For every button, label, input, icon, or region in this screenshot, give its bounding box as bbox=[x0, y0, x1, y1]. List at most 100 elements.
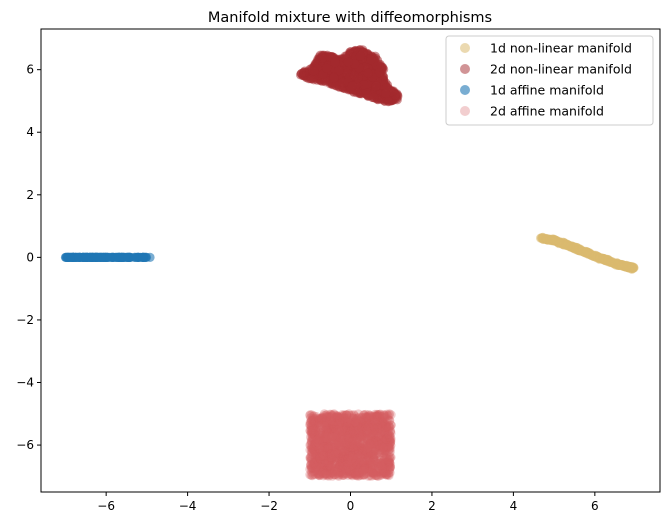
scatter-point bbox=[325, 450, 335, 461]
scatter-point bbox=[386, 436, 396, 446]
scatter-point bbox=[366, 446, 376, 456]
scatter-point bbox=[362, 460, 372, 470]
scatter-point bbox=[332, 466, 342, 476]
scatter-point bbox=[308, 444, 318, 454]
scatter-point bbox=[346, 444, 356, 454]
scatter-point bbox=[337, 463, 347, 474]
scatter-point bbox=[340, 460, 350, 470]
scatter-point bbox=[354, 452, 364, 462]
scatter-point bbox=[384, 443, 394, 453]
scatter-point bbox=[368, 436, 378, 446]
scatter-point bbox=[369, 469, 379, 479]
scatter-point bbox=[349, 467, 359, 477]
scatter-point bbox=[330, 57, 340, 68]
scatter-point bbox=[323, 458, 333, 468]
scatter-point bbox=[349, 411, 359, 421]
scatter-point bbox=[357, 421, 367, 432]
scatter-point bbox=[333, 463, 343, 473]
scatter-point bbox=[367, 412, 377, 422]
scatter-point bbox=[333, 453, 344, 464]
scatter-point bbox=[365, 471, 375, 481]
scatter-point bbox=[296, 68, 307, 79]
scatter-point bbox=[324, 441, 334, 451]
scatter-point bbox=[318, 412, 328, 423]
scatter-point bbox=[360, 419, 370, 429]
scatter-point bbox=[352, 462, 362, 472]
scatter-point bbox=[335, 450, 345, 460]
scatter-point bbox=[322, 412, 332, 422]
scatter-point bbox=[311, 443, 321, 453]
scatter-point bbox=[337, 410, 347, 420]
scatter-point bbox=[386, 420, 396, 430]
scatter-point bbox=[348, 439, 358, 449]
scatter-point bbox=[360, 422, 370, 432]
scatter-point bbox=[355, 444, 365, 454]
scatter-point bbox=[325, 452, 335, 463]
scatter-point bbox=[307, 425, 317, 435]
scatter-point bbox=[318, 461, 329, 471]
scatter-point bbox=[353, 433, 363, 444]
scatter-point bbox=[317, 420, 327, 430]
scatter-point bbox=[319, 414, 329, 425]
y-tick-label: −2 bbox=[16, 313, 34, 327]
scatter-point bbox=[334, 437, 344, 448]
scatter-point bbox=[360, 433, 370, 443]
scatter-point bbox=[358, 423, 368, 433]
scatter-point bbox=[335, 469, 345, 479]
scatter-point bbox=[357, 418, 368, 428]
scatter-point bbox=[309, 439, 320, 449]
scatter-point bbox=[337, 421, 347, 431]
scatter-point bbox=[344, 439, 354, 449]
scatter-point bbox=[353, 445, 364, 455]
scatter-point bbox=[353, 462, 364, 473]
scatter-point bbox=[346, 448, 356, 458]
scatter-point bbox=[376, 418, 386, 428]
scatter-point bbox=[355, 453, 365, 463]
scatter-point bbox=[329, 416, 339, 426]
scatter-point bbox=[384, 461, 394, 471]
scatter-point bbox=[326, 419, 337, 430]
scatter-point bbox=[316, 450, 326, 461]
scatter-point bbox=[341, 452, 351, 462]
scatter-point bbox=[344, 417, 355, 427]
scatter-point bbox=[351, 415, 362, 425]
scatter-point bbox=[316, 435, 327, 445]
scatter-point bbox=[341, 465, 351, 475]
scatter-point bbox=[375, 421, 386, 431]
scatter-point bbox=[321, 410, 331, 420]
scatter-point bbox=[371, 411, 382, 421]
scatter-point bbox=[328, 419, 338, 429]
scatter-point bbox=[365, 458, 375, 468]
scatter-point bbox=[377, 439, 387, 449]
scatter-point bbox=[353, 409, 363, 419]
scatter-point bbox=[322, 464, 332, 474]
scatter-point bbox=[361, 422, 371, 432]
scatter-point bbox=[328, 418, 338, 428]
scatter-point bbox=[342, 419, 352, 429]
scatter-point bbox=[352, 460, 362, 470]
scatter-point bbox=[379, 451, 389, 462]
scatter-point bbox=[371, 449, 381, 460]
scatter-point bbox=[326, 431, 337, 441]
scatter-point bbox=[306, 464, 317, 474]
scatter-point bbox=[325, 441, 336, 452]
scatter-point bbox=[323, 454, 333, 464]
scatter-point bbox=[344, 410, 355, 420]
scatter-point bbox=[330, 432, 340, 443]
scatter-point bbox=[335, 442, 345, 452]
scatter-point bbox=[351, 457, 361, 467]
scatter-point bbox=[357, 426, 367, 437]
scatter-point bbox=[350, 418, 360, 429]
scatter-point bbox=[326, 459, 336, 469]
scatter-point bbox=[326, 467, 336, 477]
scatter-point bbox=[352, 441, 362, 451]
scatter-point bbox=[311, 448, 321, 459]
scatter-point bbox=[375, 437, 385, 447]
scatter-point bbox=[340, 410, 350, 420]
scatter-point bbox=[340, 447, 350, 457]
scatter-point bbox=[336, 463, 346, 473]
scatter-point bbox=[349, 431, 359, 442]
scatter-point bbox=[325, 457, 335, 468]
scatter-point bbox=[324, 471, 334, 481]
scatter-point bbox=[317, 443, 327, 453]
